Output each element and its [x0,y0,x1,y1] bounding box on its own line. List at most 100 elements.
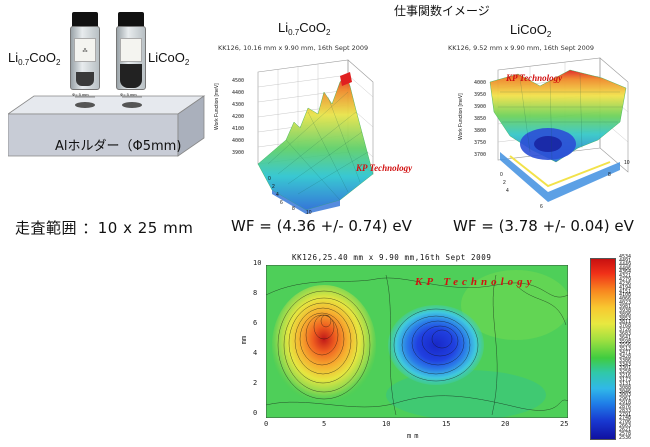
vial-right-label: LiCoO2 [148,50,190,67]
left-z-tick: 4300 [232,102,245,108]
contour-y-label: mm [240,335,249,345]
colorbar-tick: 3981 [619,303,632,310]
colorbar-tick: 4449 [619,261,632,268]
colorbar-tick: 3811 [619,319,632,326]
right-z-tick: 4000 [474,80,487,86]
right-z-label: Work Function [meV] [458,93,464,140]
colorbar-tick: 4066 [619,296,632,303]
right-z-tick: 3850 [474,116,487,122]
colorbar-tick: 3428 [619,353,632,360]
contour-x-tick: 25 [560,420,569,428]
page-title: 仕事関数イメージ [394,4,490,18]
contour-x-tick: 15 [442,420,451,428]
left-axis-tick: 2 [272,184,275,190]
right-axis-tick: 0 [500,172,503,178]
right-plot-title: LiCoO2 [510,22,552,39]
colorbar-tick: 3131 [619,380,632,387]
colorbar-tick: 3726 [619,327,632,334]
contour-x-tick: 5 [322,420,327,428]
colorbar-tick: 4023 [619,300,632,307]
colorbar-tick: 2663 [619,423,632,430]
left-plot-watermark: KP Technology [356,163,413,173]
colorbar-tick: 3896 [619,311,632,318]
contour-x-tick: 20 [501,420,510,428]
left-plot-z-ticks: 4500 4400 4300 4200 4100 4000 3900 [232,78,252,162]
colorbar-tick: 3088 [619,384,632,391]
colorbar-tick: 2833 [619,407,632,414]
vial-left: ⁂ [70,12,100,90]
contour-map [266,265,568,418]
colorbar-tick: 2748 [619,415,632,422]
al-holder-diagram [8,95,206,157]
right-axis-tick: 6 [540,204,543,210]
colorbar-tick: 3386 [619,357,632,364]
colorbar-tick: 3683 [619,330,632,337]
left-z-tick: 3900 [232,150,245,156]
colorbar-tick: 3556 [619,342,632,349]
holder-label: Alホルダー（Φ5mm) [55,139,182,154]
colorbar-tick: 4236 [619,280,632,287]
colorbar-tick: 2536 [619,434,632,441]
colorbar-tick: 4534 [619,254,632,260]
colorbar-tick: 2706 [619,419,632,426]
contour-y-tick: 6 [253,319,258,327]
left-z-tick: 4000 [232,138,245,144]
colorbar-tick: 2918 [619,400,632,407]
colorbar-tick: 3173 [619,377,632,383]
right-plot-meta: KK126, 9.52 mm x 9.90 mm, 16th Sept 2009 [448,44,594,52]
colorbar-tick: 2578 [619,430,632,437]
right-z-tick: 3700 [474,152,487,158]
contour-y-tick: 10 [253,259,262,267]
colorbar-tick: 4406 [619,265,632,272]
right-z-tick: 3950 [474,92,487,98]
contour-meta: KK126,25.40 mm x 9.90 mm,16th Sept 2009 [292,253,492,262]
colorbar-tick: 4151 [619,288,632,295]
left-z-tick: 4500 [232,78,245,84]
right-z-tick: 3800 [474,128,487,134]
colorbar-tick: 4194 [619,284,632,291]
left-wf-value: WF = (4.36 +/- 0.74) eV [231,217,412,235]
left-axis-tick: 4 [276,192,279,198]
contour-x-tick: 10 [382,420,391,428]
contour-x-ticks: 0 5 10 15 20 25 [264,420,574,430]
right-axis-tick: 10 [624,160,630,166]
contour-watermark: KP Technology [415,276,536,288]
colorbar-tick: 3343 [619,361,632,368]
colorbar-tick: 3938 [619,307,632,314]
colorbar-tick: 3301 [619,365,632,372]
left-z-tick: 4100 [232,126,245,132]
colorbar-tick: 2621 [619,426,632,433]
right-axis-tick: 2 [503,180,506,186]
colorbar-tick: 3641 [619,334,632,341]
colorbar-tick: 4108 [619,292,632,299]
contour-x-label: mm [407,432,422,440]
left-axis-tick: 6 [280,200,283,206]
colorbar-tick: 3216 [619,373,632,380]
colorbar-tick: 3258 [619,369,632,376]
contour-y-tick: 8 [253,289,258,297]
right-surface-plot [489,57,629,202]
left-plot-meta: KK126, 10.16 mm x 9.90 mm, 16th Sept 200… [218,44,369,52]
colorbar-ticks: 4534 4491 4449 4406 4364 4321 4279 4236 4194 4151… [619,254,649,442]
colorbar-tick: 3853 [619,315,632,322]
right-z-tick: 3900 [474,104,487,110]
left-plot-title: Li0.7CoO2 [278,20,331,37]
right-axis-tick: 8 [608,172,611,178]
left-surface-plot [257,59,374,214]
contour-y-tick: 2 [253,379,258,387]
dim-left-label: Φ= 5 mm [72,92,89,97]
colorbar [590,258,616,440]
colorbar-tick: 3003 [619,392,632,399]
contour-x-tick: 0 [264,420,269,428]
colorbar-tick: 2961 [619,396,632,403]
left-z-label: Work Function [meV] [214,83,220,130]
colorbar-tick: 4364 [619,269,632,276]
left-axis-tick: 10 [306,210,312,216]
colorbar-tick: 4321 [619,273,632,280]
colorbar-tick: 2876 [619,403,632,410]
right-plot-watermark: KP Technology [506,73,563,83]
left-axis-tick: 0 [268,176,271,182]
colorbar-tick: 3046 [619,388,632,395]
left-z-tick: 4200 [232,114,245,120]
colorbar-tick: 2791 [619,411,632,418]
